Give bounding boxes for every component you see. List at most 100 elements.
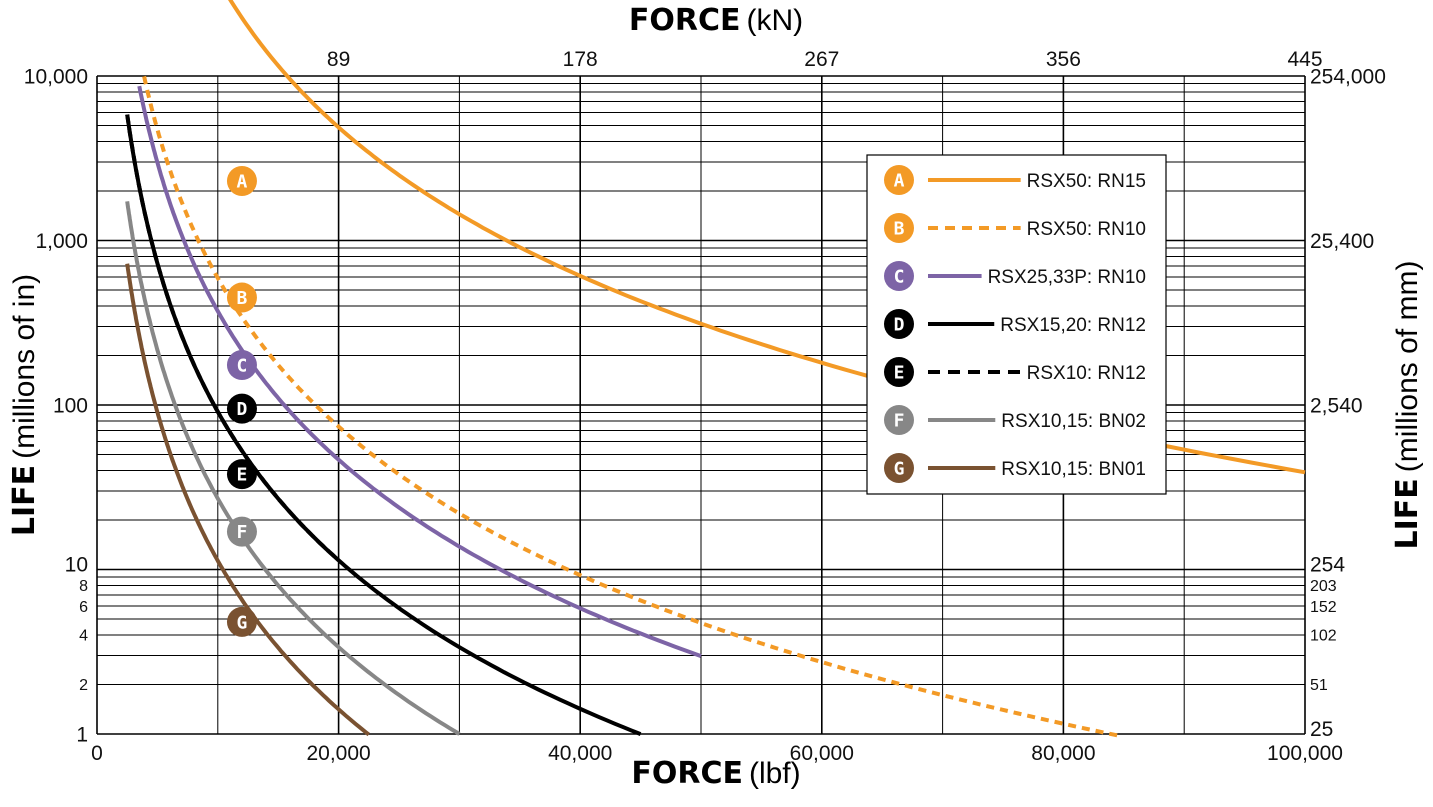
marker-letter: G bbox=[237, 612, 248, 633]
curve-marker-f: F bbox=[226, 516, 257, 547]
y-tick-label: 4 bbox=[79, 628, 88, 645]
marker-circle bbox=[226, 393, 257, 424]
x-tick-label: 60,000 bbox=[790, 742, 854, 765]
marker-letter: A bbox=[894, 171, 905, 192]
curve-markers: A B C D E F G bbox=[226, 165, 257, 637]
y-tick-label: 8 bbox=[79, 578, 88, 595]
y2-axis-title-bold: LIFE bbox=[1390, 478, 1425, 549]
y2-tick-label: 51 bbox=[1310, 677, 1328, 694]
y-tick-label: 1 bbox=[76, 724, 88, 747]
legend-box bbox=[866, 154, 1167, 495]
x2-axis-title-unit: (kN) bbox=[746, 4, 803, 37]
marker-letter: F bbox=[237, 522, 248, 543]
x-tick-label: 40,000 bbox=[548, 742, 612, 765]
curve-marker-d: D bbox=[226, 393, 257, 424]
legend: A RSX50: RN15 B RSX50: RN10 C RSX25,33P: RN10… bbox=[866, 154, 1167, 495]
x-axis-title: FORCE (lbf) bbox=[631, 756, 800, 791]
legend-marker-a: A bbox=[884, 165, 914, 195]
y-axis-ticks: 1 2 4 6 810 100 1,000 10,000 bbox=[24, 66, 88, 747]
marker-circle bbox=[884, 405, 914, 435]
legend-marker-b: B bbox=[884, 213, 914, 243]
marker-circle bbox=[226, 516, 257, 547]
y2-tick-label: 2,540 bbox=[1310, 395, 1363, 418]
y-tick-label: 10 bbox=[65, 554, 88, 577]
curve-marker-g: G bbox=[226, 606, 257, 637]
legend-item-d: D RSX15,20: RN12 bbox=[884, 309, 1146, 339]
curve-marker-a: A bbox=[226, 165, 257, 196]
marker-letter: E bbox=[237, 465, 248, 486]
legend-item-b: B RSX50: RN10 bbox=[884, 213, 1146, 243]
x2-axis-ticks: 89 178 267 356 445 bbox=[327, 48, 1323, 71]
legend-label: RSX10: RN12 bbox=[1027, 363, 1146, 384]
x-tick-label: 80,000 bbox=[1031, 742, 1095, 765]
curve-c bbox=[137, 85, 702, 658]
legend-marker-d: D bbox=[884, 309, 914, 339]
x-tick-label: 100,000 bbox=[1267, 742, 1343, 765]
y2-tick-label: 25 bbox=[1310, 718, 1333, 741]
y2-axis-title: LIFE (millions of mm) bbox=[1390, 261, 1425, 550]
x2-tick-label: 356 bbox=[1046, 48, 1081, 71]
y2-tick-label: 102 bbox=[1310, 628, 1337, 645]
x-tick-label: 20,000 bbox=[306, 742, 370, 765]
legend-label: RSX50: RN15 bbox=[1027, 171, 1146, 192]
y2-axis-title-unit: (millions of mm) bbox=[1391, 261, 1424, 473]
x-tick-label: 0 bbox=[91, 742, 103, 765]
marker-letter: C bbox=[894, 267, 905, 288]
legend-item-f: F RSX10,15: BN02 bbox=[884, 405, 1146, 435]
y2-tick-label: 203 bbox=[1310, 578, 1337, 595]
marker-letter: A bbox=[237, 171, 248, 192]
x2-tick-label: 178 bbox=[563, 48, 598, 71]
curve-b bbox=[142, 75, 1119, 738]
x-axis-ticks: 0 20,000 40,000 60,000 80,000 100,000 bbox=[91, 742, 1343, 765]
legend-marker-f: F bbox=[884, 405, 914, 435]
y-tick-label: 1,000 bbox=[35, 230, 88, 253]
marker-circle bbox=[226, 459, 257, 490]
y2-tick-label: 152 bbox=[1310, 599, 1337, 616]
marker-letter: D bbox=[237, 399, 248, 420]
x2-axis-title: FORCE (kN) bbox=[629, 3, 803, 38]
y-tick-label: 2 bbox=[79, 677, 88, 694]
marker-circle bbox=[884, 213, 914, 243]
marker-letter: E bbox=[894, 363, 905, 384]
legend-item-g: G RSX10,15: BN01 bbox=[884, 453, 1146, 483]
marker-letter: B bbox=[894, 219, 905, 240]
marker-letter: C bbox=[237, 356, 248, 377]
marker-circle bbox=[884, 357, 914, 387]
x-axis-title-bold: FORCE bbox=[631, 756, 743, 791]
y-tick-label: 100 bbox=[53, 395, 88, 418]
y2-tick-label: 25,400 bbox=[1310, 230, 1374, 253]
legend-label: RSX10,15: BN02 bbox=[1001, 411, 1146, 432]
marker-circle bbox=[226, 282, 257, 313]
y-axis-title: LIFE (millions of in) bbox=[7, 274, 42, 536]
curve-f bbox=[125, 201, 461, 736]
marker-circle bbox=[884, 165, 914, 195]
legend-item-a: A RSX50: RN15 bbox=[884, 165, 1146, 195]
legend-label: RSX25,33P: RN10 bbox=[988, 267, 1146, 288]
curve-marker-b: B bbox=[226, 282, 257, 313]
x2-tick-label: 445 bbox=[1287, 48, 1322, 71]
marker-circle bbox=[226, 350, 257, 381]
legend-marker-e: E bbox=[884, 357, 914, 387]
marker-circle bbox=[884, 453, 914, 483]
marker-circle bbox=[226, 606, 257, 637]
y2-tick-label: 254 bbox=[1310, 554, 1345, 577]
marker-letter: B bbox=[237, 288, 248, 309]
curve-marker-c: C bbox=[226, 350, 257, 381]
marker-letter: D bbox=[894, 315, 905, 336]
y-axis-title-bold: LIFE bbox=[7, 465, 42, 536]
legend-label: RSX10,15: BN01 bbox=[1001, 459, 1146, 480]
marker-circle bbox=[226, 165, 257, 196]
x2-tick-label: 267 bbox=[804, 48, 839, 71]
legend-marker-c: C bbox=[884, 261, 914, 291]
x2-tick-label: 89 bbox=[327, 48, 350, 71]
curve-marker-e: E bbox=[226, 459, 257, 490]
curve-g bbox=[125, 263, 371, 737]
marker-letter: G bbox=[894, 459, 905, 480]
legend-item-e: E RSX10: RN12 bbox=[884, 357, 1146, 387]
marker-circle bbox=[884, 261, 914, 291]
legend-marker-g: G bbox=[884, 453, 914, 483]
y2-tick-label: 254,000 bbox=[1310, 66, 1386, 89]
legend-label: RSX50: RN10 bbox=[1027, 219, 1146, 240]
